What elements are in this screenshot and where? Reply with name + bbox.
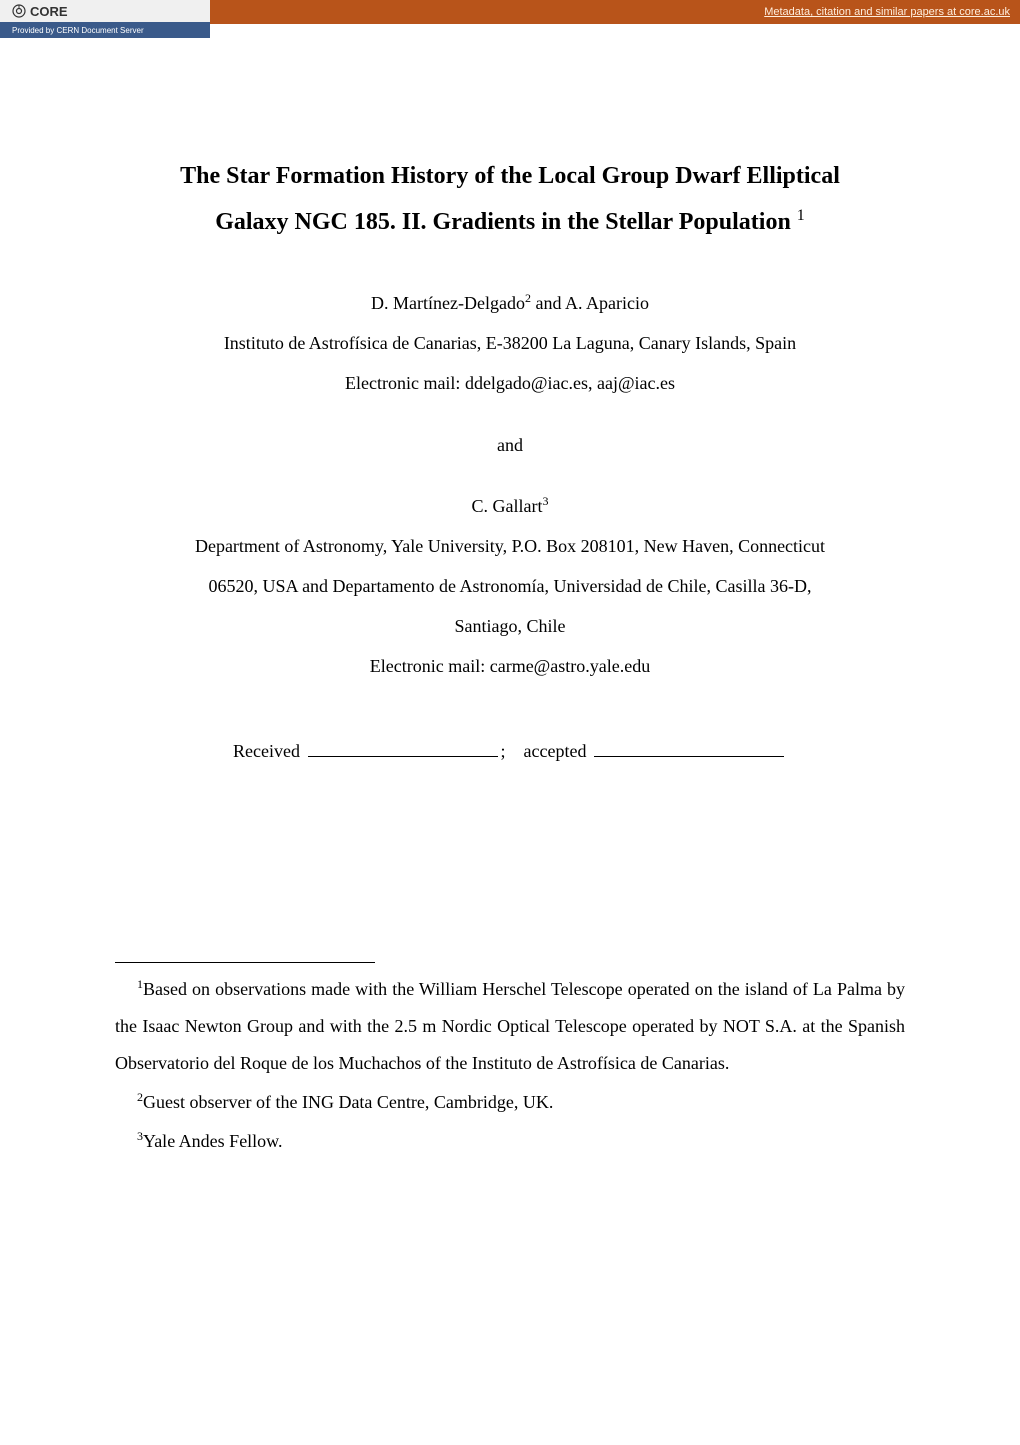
authors-2: C. Gallart3 (115, 488, 905, 526)
provided-by-text: Provided by CERN Document Server (12, 26, 144, 35)
footnote-3: 3Yale Andes Fellow. (115, 1123, 905, 1160)
affiliation-2-line-2: 06520, USA and Departamento de Astronomí… (115, 568, 905, 606)
title-line-2: Galaxy NGC 185. II. Gradients in the Ste… (215, 209, 791, 235)
core-badge[interactable]: CORE Provided by CERN Document Server (0, 0, 210, 38)
affiliation-1: Instituto de Astrofísica de Canarias, E-… (115, 325, 905, 363)
received-accepted-line: Received ; accepted (115, 741, 905, 762)
footnote-2: 2Guest observer of the ING Data Centre, … (115, 1084, 905, 1121)
core-badge-bottom: Provided by CERN Document Server (0, 22, 210, 38)
and-separator: and (115, 427, 905, 465)
footnote-3-text: Yale Andes Fellow. (143, 1131, 283, 1151)
footnotes-block: 1Based on observations made with the Wil… (115, 971, 905, 1159)
affiliation-2-line-3: Santiago, Chile (115, 608, 905, 646)
metadata-link[interactable]: Metadata, citation and similar papers at… (764, 6, 1010, 18)
author-2-footnote: 3 (542, 494, 548, 508)
paper-title: The Star Formation History of the Local … (115, 154, 905, 245)
footnote-1-text: Based on observations made with the Will… (115, 979, 905, 1073)
footnote-rule (115, 962, 375, 963)
footnote-1: 1Based on observations made with the Wil… (115, 971, 905, 1082)
footnote-2-text: Guest observer of the ING Data Centre, C… (143, 1092, 553, 1112)
accepted-label: accepted (524, 741, 587, 761)
authors-1-suffix: and A. Aparicio (531, 293, 649, 313)
email-1: Electronic mail: ddelgado@iac.es, aaj@ia… (115, 365, 905, 403)
received-blank (308, 756, 498, 757)
author-name-1: D. Martínez-Delgado (371, 293, 525, 313)
authors-block-1: D. Martínez-Delgado2 and A. Aparicio Ins… (115, 285, 905, 685)
email-2: Electronic mail: carme@astro.yale.edu (115, 648, 905, 686)
received-label: Received (233, 741, 300, 761)
paper-content: The Star Formation History of the Local … (0, 24, 1020, 1212)
core-label: CORE (30, 4, 68, 19)
author-name-2: C. Gallart (472, 496, 543, 516)
affiliation-2-line-1: Department of Astronomy, Yale University… (115, 528, 905, 566)
title-line-1: The Star Formation History of the Local … (180, 163, 840, 189)
accepted-blank (594, 756, 784, 757)
core-badge-top: CORE (0, 0, 210, 22)
authors-1: D. Martínez-Delgado2 and A. Aparicio (115, 285, 905, 323)
title-footnote-marker: 1 (797, 207, 805, 224)
core-logo-icon (12, 4, 26, 18)
